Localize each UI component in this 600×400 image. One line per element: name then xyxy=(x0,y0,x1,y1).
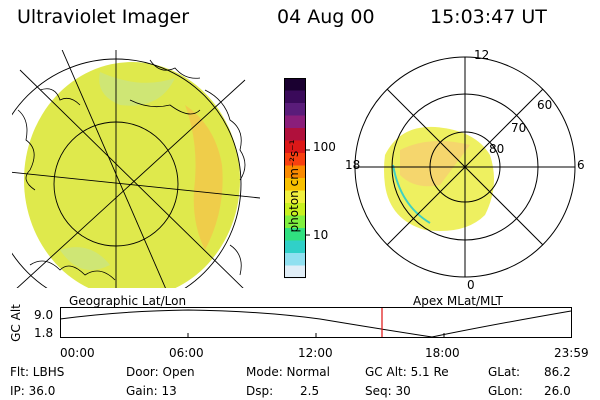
timeline-ytick-9: 9.0 xyxy=(34,308,54,322)
mlt-label-0: 0 xyxy=(467,278,475,292)
mlt-label-18: 18 xyxy=(345,158,361,172)
glon-value: 26.0 xyxy=(544,384,571,398)
dsp-label: Dsp: xyxy=(246,384,274,398)
geo-map-label: Geographic Lat/Lon xyxy=(69,294,187,308)
colorbar-tick-100: 100 xyxy=(313,140,336,154)
lat-label-60: 60 xyxy=(537,98,553,112)
mlt-label-6: 6 xyxy=(577,158,585,172)
geographic-map xyxy=(12,50,260,288)
colorbar-band xyxy=(284,128,306,141)
polar-plot-label: Apex MLat/MLT xyxy=(413,294,503,308)
colorbar-band xyxy=(284,253,306,266)
image-date: 04 Aug 00 xyxy=(277,6,375,28)
timeline-ytick-1-8: 1.8 xyxy=(34,326,54,340)
mode-status: Mode: Normal xyxy=(246,365,330,379)
orbit-altitude-timeline xyxy=(59,307,572,338)
colorbar-band xyxy=(284,90,306,104)
timeline-xtick-0600: 06:00 xyxy=(169,346,204,360)
timeline-y-title: GC Alt xyxy=(9,304,23,342)
timeline-xtick-1800: 18:00 xyxy=(425,346,460,360)
seq-status: Seq: 30 xyxy=(365,384,411,398)
altitude-curve xyxy=(59,309,572,338)
ip-status: IP: 36.0 xyxy=(10,384,56,398)
dsp-value: 2.5 xyxy=(300,384,320,398)
glat-label: GLat: xyxy=(488,365,521,379)
colorbar-band xyxy=(284,115,306,129)
colorbar-band xyxy=(284,203,306,216)
gc-alt-status: GC Alt: 5.1 Re xyxy=(365,365,449,379)
colorbar-band xyxy=(284,78,306,91)
colorbar-band xyxy=(284,178,306,191)
colorbar-band xyxy=(284,103,306,116)
glat-value: 86.2 xyxy=(544,365,571,379)
door-status: Door: Open xyxy=(126,365,195,379)
mlt-label-12: 12 xyxy=(474,48,490,62)
colorbar-band xyxy=(284,140,306,154)
lat-label-80: 80 xyxy=(489,142,505,156)
lat-label-70: 70 xyxy=(511,121,527,135)
colorbar-band xyxy=(284,265,306,279)
polar-plot xyxy=(354,56,576,278)
colorbar-band xyxy=(284,228,306,241)
intensity-colorbar xyxy=(284,78,310,279)
instrument-title: Ultraviolet Imager xyxy=(17,6,190,28)
timeline-xtick-0000: 00:00 xyxy=(60,346,95,360)
colorbar-band xyxy=(284,165,306,179)
colorbar-band xyxy=(284,215,306,229)
colorbar-band xyxy=(284,153,306,166)
glon-label: GLon: xyxy=(488,384,523,398)
auroral-emission-disc xyxy=(24,62,240,288)
colorbar-unit-label: photon cm⁻²s⁻¹ xyxy=(287,139,301,233)
auroral-oval-highlight xyxy=(185,105,223,250)
colorbar-band xyxy=(284,190,306,204)
filter-status: Flt: LBHS xyxy=(10,365,65,379)
timeline-xtick-1200: 12:00 xyxy=(298,346,333,360)
colorbar-border xyxy=(284,78,306,278)
colorbar-band xyxy=(284,240,306,254)
timeline-xtick-2359: 23:59 xyxy=(554,346,589,360)
image-time: 15:03:47 UT xyxy=(430,6,547,28)
colorbar-tick-10: 10 xyxy=(313,228,329,242)
gain-status: Gain: 13 xyxy=(126,384,177,398)
